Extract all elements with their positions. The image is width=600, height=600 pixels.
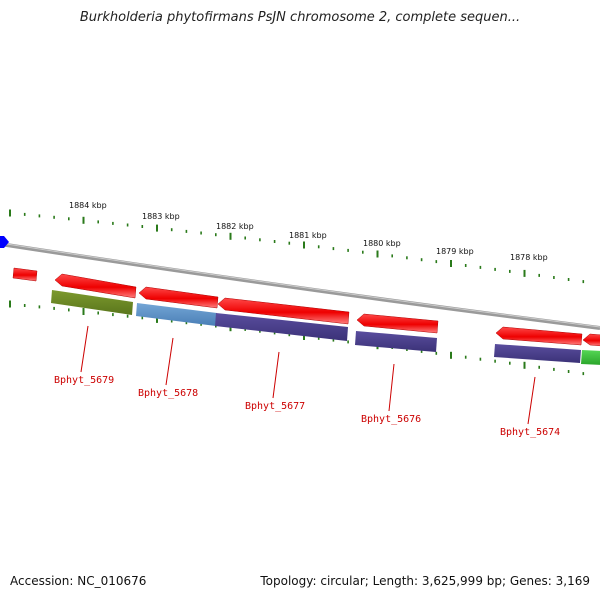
scale-label-1881: 1881 kbp: [289, 231, 327, 240]
cds-feature: [356, 313, 439, 334]
cog-feature-purple: [215, 313, 348, 341]
label-leader-line: [388, 363, 395, 412]
cog-feature-olive: [51, 290, 133, 315]
gene-label[interactable]: Bphyt_5674: [500, 427, 560, 438]
scale-label-1878: 1878 kbp: [510, 253, 548, 262]
scale-label-1883: 1883 kbp: [142, 212, 180, 221]
cds-feature: [12, 267, 38, 282]
feature-marker-blue: [0, 236, 9, 248]
cog-feature-purple: [355, 331, 437, 352]
label-leader-line: [80, 325, 89, 373]
gene-label[interactable]: Bphyt_5678: [138, 388, 198, 399]
gene-label[interactable]: Bphyt_5676: [361, 414, 421, 425]
label-leader-line: [165, 337, 174, 386]
cds-feature: [217, 297, 350, 325]
cds-feature: [54, 273, 137, 299]
scale-label-1879: 1879 kbp: [436, 247, 474, 256]
gene-label[interactable]: Bphyt_5679: [54, 375, 114, 386]
genome-backbone: [0, 242, 600, 330]
gene-label[interactable]: Bphyt_5677: [245, 401, 305, 412]
label-leader-line: [527, 376, 536, 425]
cog-feature-purple: [494, 344, 581, 363]
label-leader-line: [272, 351, 280, 399]
topology-summary: Topology: circular; Length: 3,625,999 bp…: [260, 574, 590, 588]
scale-label-1882: 1882 kbp: [216, 222, 254, 231]
scale-label-1880: 1880 kbp: [363, 239, 401, 248]
cds-feature: [582, 333, 600, 347]
cog-feature-green: [581, 350, 600, 365]
map-title: Burkholderia phytofirmans PsJN chromosom…: [79, 10, 521, 25]
accession-text: Accession: NC_010676: [10, 574, 147, 588]
outer-scale-ticks: [9, 209, 585, 284]
scale-label-1884: 1884 kbp: [69, 201, 107, 210]
cds-feature: [495, 326, 583, 346]
cds-feature: [138, 286, 219, 309]
cog-feature-blue: [136, 303, 217, 326]
